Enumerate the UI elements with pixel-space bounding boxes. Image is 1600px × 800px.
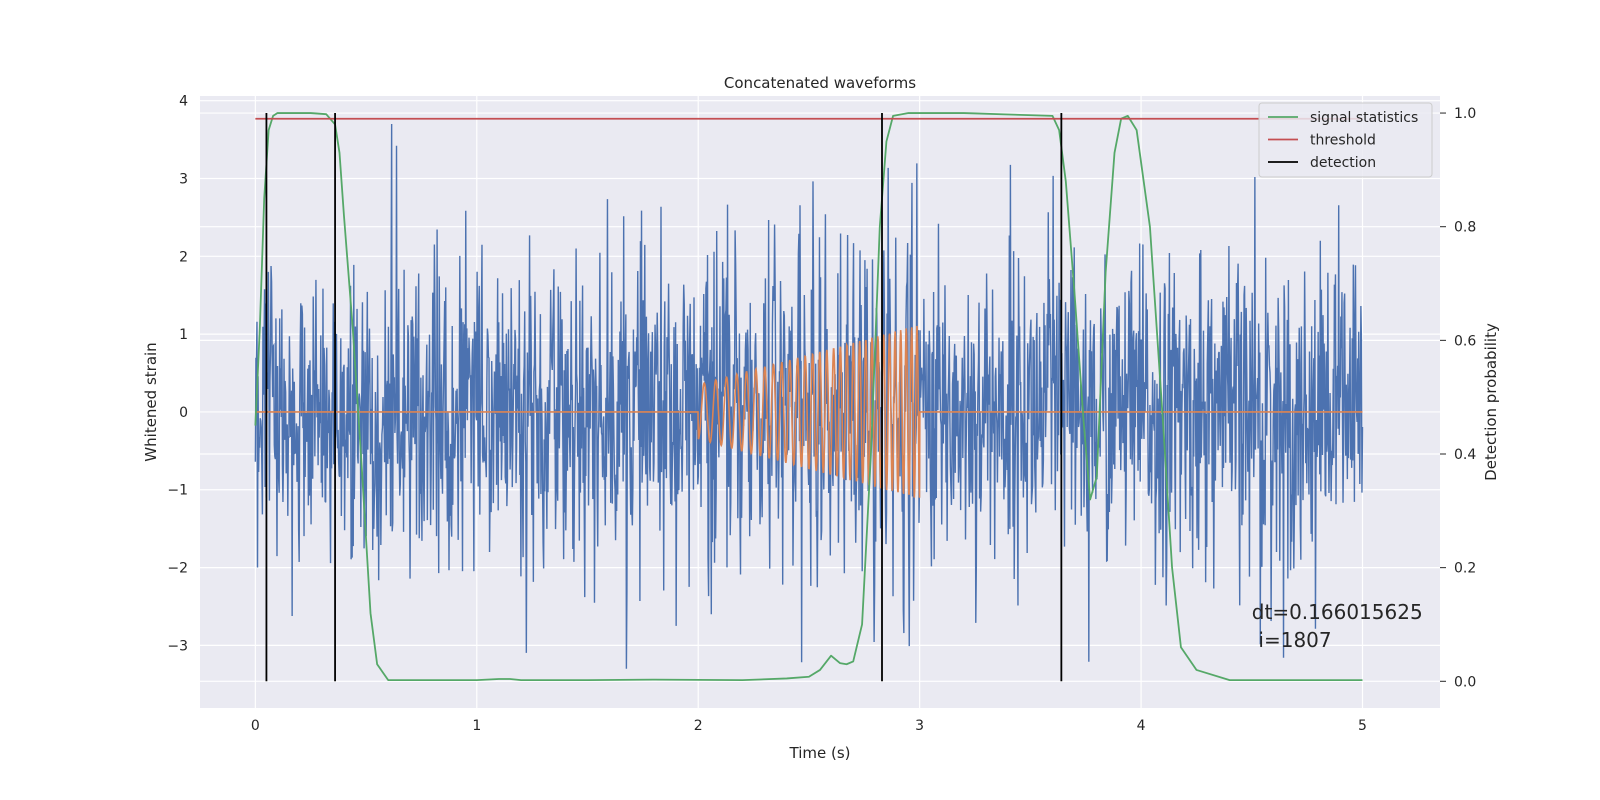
legend: signal statistics threshold detection: [1258, 102, 1433, 178]
annotation-text: dt=0.166015625: [1252, 600, 1423, 624]
y-right-tick-label: 0.6: [1454, 333, 1476, 349]
x-tick-label: 1: [472, 718, 481, 734]
y-left-tick-label: 0: [179, 405, 188, 421]
legend-label: signal statistics: [1310, 110, 1418, 126]
noise-series-line: [254, 124, 1364, 669]
legend-box: [1258, 102, 1433, 178]
annotations: dt=0.166015625 i=1807: [1252, 600, 1423, 652]
y-right-tick-label: 1.0: [1454, 106, 1476, 122]
plot-area: [254, 112, 1364, 682]
chart-title: Concatenated waveforms: [724, 74, 916, 92]
y-left-tick-label: 2: [179, 249, 188, 265]
y-axis-left-label: Whitened strain: [142, 342, 160, 461]
annotation-text: i=1807: [1258, 628, 1331, 652]
signal-statistics-line: [254, 112, 1363, 682]
x-axis-label: Time (s): [789, 744, 851, 762]
y-left-tick-label: 1: [179, 327, 188, 343]
y-left-tick-label: 3: [179, 171, 188, 187]
x-tick-label: 3: [915, 718, 924, 734]
y-left-tick-label: 4: [179, 94, 188, 110]
injected-signal-line: [255, 325, 1363, 498]
x-tick-label: 0: [251, 718, 260, 734]
y-left-tick-label: −1: [167, 483, 188, 499]
y-left-tick-label: −3: [167, 638, 188, 654]
y-right-tick-label: 0.4: [1454, 447, 1476, 463]
legend-label: threshold: [1310, 133, 1376, 149]
legend-label: detection: [1310, 155, 1376, 171]
y-right-tick-label: 0.0: [1454, 674, 1476, 690]
y-axis-right-label: Detection probability: [1482, 323, 1500, 481]
y-right-tick-label: 0.2: [1454, 561, 1476, 577]
x-tick-label: 5: [1358, 718, 1367, 734]
y-left-tick-label: −2: [167, 561, 188, 577]
x-tick-label: 4: [1137, 718, 1146, 734]
axes: 0 1 2 3 4 5 −3 −2 −1 0 1 2 3 4 0.0 0.2 0.4 0.6 0.8 1.0: [167, 94, 1476, 734]
y-right-tick-label: 0.8: [1454, 220, 1476, 236]
x-tick-label: 2: [694, 718, 703, 734]
